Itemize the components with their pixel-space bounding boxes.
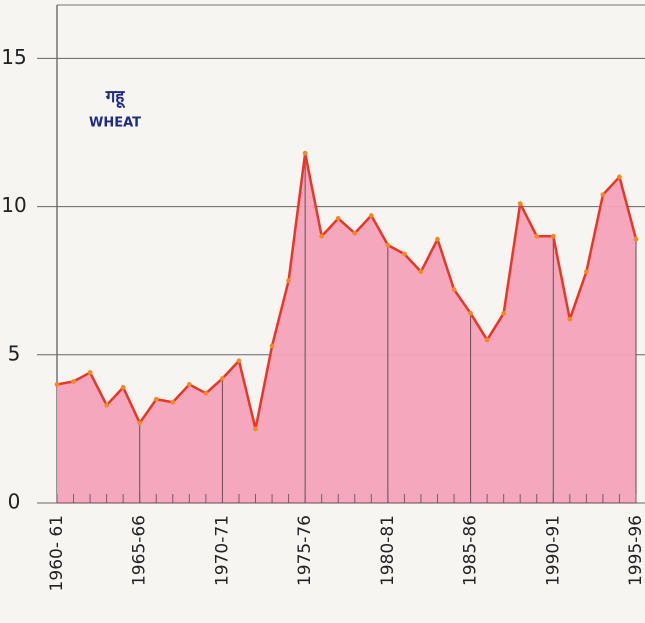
point [120, 384, 126, 390]
point [269, 343, 275, 349]
x-tick-label: 1970-71 [212, 515, 232, 586]
point [617, 174, 622, 180]
x-tick-label: 1975-76 [295, 515, 315, 586]
x-tick-label: 1990-91 [543, 515, 563, 586]
y-tick-label: 5 [8, 341, 21, 365]
x-tick-label: 1995-96 [626, 515, 645, 586]
point [253, 426, 258, 432]
point [186, 382, 192, 387]
point [352, 230, 358, 236]
point [517, 201, 523, 207]
point [170, 399, 176, 405]
point [534, 233, 540, 239]
point [451, 287, 457, 292]
point [71, 379, 76, 384]
point [319, 233, 325, 239]
point [104, 402, 110, 408]
point [54, 382, 60, 387]
chart-subtitle: WHEAT [89, 116, 141, 131]
point [335, 216, 341, 221]
point [302, 150, 308, 156]
y-tick-label: 15 [1, 45, 26, 69]
point [418, 269, 424, 275]
point [137, 420, 143, 426]
y-tick-label: 10 [1, 193, 26, 217]
x-tick-label: 1965-66 [130, 515, 150, 586]
x-tick-label: 1985-86 [461, 515, 481, 586]
chart-title: गहू [105, 87, 127, 109]
point [368, 213, 374, 218]
point [435, 236, 440, 242]
point [484, 337, 490, 343]
x-tick-label: 1980-81 [378, 515, 398, 586]
point [385, 242, 391, 248]
line [56, 151, 638, 431]
x-tick-label: 1960- 61 [47, 515, 67, 591]
point [87, 370, 93, 375]
point [203, 390, 209, 396]
point [220, 376, 225, 381]
area-fill [57, 153, 636, 503]
point [402, 251, 407, 257]
point [236, 358, 242, 364]
point [567, 316, 573, 322]
point [550, 233, 556, 239]
point [153, 396, 159, 402]
point [468, 310, 473, 316]
point [501, 310, 507, 316]
y-tick-label: 0 [8, 490, 21, 514]
point [600, 192, 606, 198]
point [583, 269, 589, 275]
point [286, 278, 291, 284]
point [633, 236, 639, 242]
